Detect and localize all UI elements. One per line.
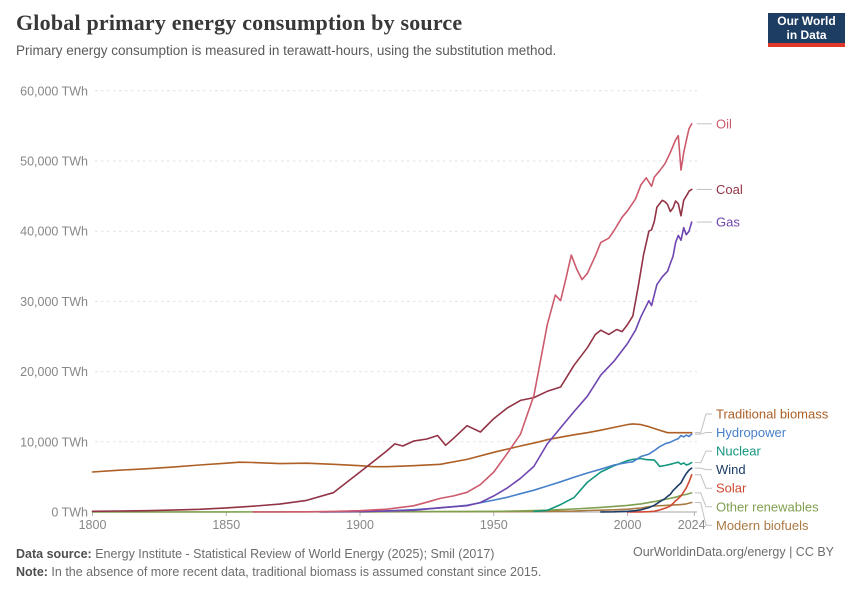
y-axis-label-20000: 20,000 TWh [20, 365, 88, 379]
series-line-coal[interactable] [91, 188, 693, 513]
x-axis-label-1800: 1800 [79, 518, 107, 532]
y-axis-label-50000: 50,000 TWh [20, 155, 88, 169]
series-label-traditional-biomass[interactable]: Traditional biomass [716, 407, 829, 422]
note-label: Note: [16, 565, 48, 579]
series-line-nuclear[interactable] [533, 457, 693, 513]
series-label-gas[interactable]: Gas [716, 215, 740, 230]
series-line-modern-biofuels[interactable] [359, 501, 693, 513]
x-axis-label-1900: 1900 [346, 518, 374, 532]
chart-subtitle: Primary energy consumption is measured i… [16, 43, 557, 58]
chart-header: Global primary energy consumption by sou… [16, 10, 756, 58]
data-source-label: Data source: [16, 547, 92, 561]
owid-logo[interactable]: Our World in Data [768, 13, 845, 47]
y-axis-label-40000: 40,000 TWh [20, 225, 88, 239]
y-axis-label-10000: 10,000 TWh [20, 435, 88, 449]
series-line-traditional-biomass[interactable] [91, 423, 693, 473]
series-label-solar[interactable]: Solar [716, 481, 747, 496]
series-label-other-renewables[interactable]: Other renewables [716, 499, 819, 514]
series-line-solar[interactable] [626, 473, 693, 513]
series-line-hydropower[interactable] [359, 433, 693, 513]
series-label-wind[interactable]: Wind [716, 462, 746, 477]
series-connector-hydropower [694, 432, 712, 435]
series-connector-other-renewables [694, 492, 712, 508]
note-text: In the absence of more recent data, trad… [47, 565, 542, 579]
series-connector-wind [694, 467, 712, 471]
x-axis-label-2000: 2000 [614, 518, 642, 532]
series-label-coal[interactable]: Coal [716, 182, 743, 197]
attribution-link[interactable]: OurWorldinData.org/energy | CC BY [632, 545, 834, 559]
series-line-wind[interactable] [599, 467, 693, 513]
chart-footer: Data source: Energy Institute - Statisti… [16, 545, 616, 581]
series-connector-solar [694, 474, 712, 489]
y-axis-label-0: 0 TWh [51, 506, 88, 520]
series-label-nuclear[interactable]: Nuclear [716, 444, 761, 459]
series-connector-traditional-biomass [694, 413, 712, 434]
y-axis-label-60000: 60,000 TWh [20, 84, 88, 98]
series-label-modern-biofuels[interactable]: Modern biofuels [716, 518, 809, 533]
series-line-other-renewables[interactable] [91, 492, 693, 513]
series-connector-modern-biofuels [694, 501, 712, 526]
series-line-oil[interactable] [252, 123, 693, 513]
x-axis-label-2024: 2024 [678, 518, 706, 532]
series-connector-nuclear [694, 450, 712, 464]
series-line-gas[interactable] [319, 221, 693, 513]
data-source-line: Data source: Energy Institute - Statisti… [16, 545, 616, 563]
owid-logo-line1: Our World [777, 14, 836, 28]
owid-logo-line2: in Data [786, 28, 827, 42]
x-axis-label-1850: 1850 [212, 518, 240, 532]
series-label-oil[interactable]: Oil [716, 116, 732, 131]
data-source-text: Energy Institute - Statistical Review of… [91, 547, 495, 561]
x-axis-label-1950: 1950 [480, 518, 508, 532]
series-label-hydropower[interactable]: Hydropower [716, 425, 787, 440]
y-axis-label-30000: 30,000 TWh [20, 295, 88, 309]
note-line: Note: In the absence of more recent data… [16, 563, 616, 581]
page-title: Global primary energy consumption by sou… [16, 10, 463, 35]
